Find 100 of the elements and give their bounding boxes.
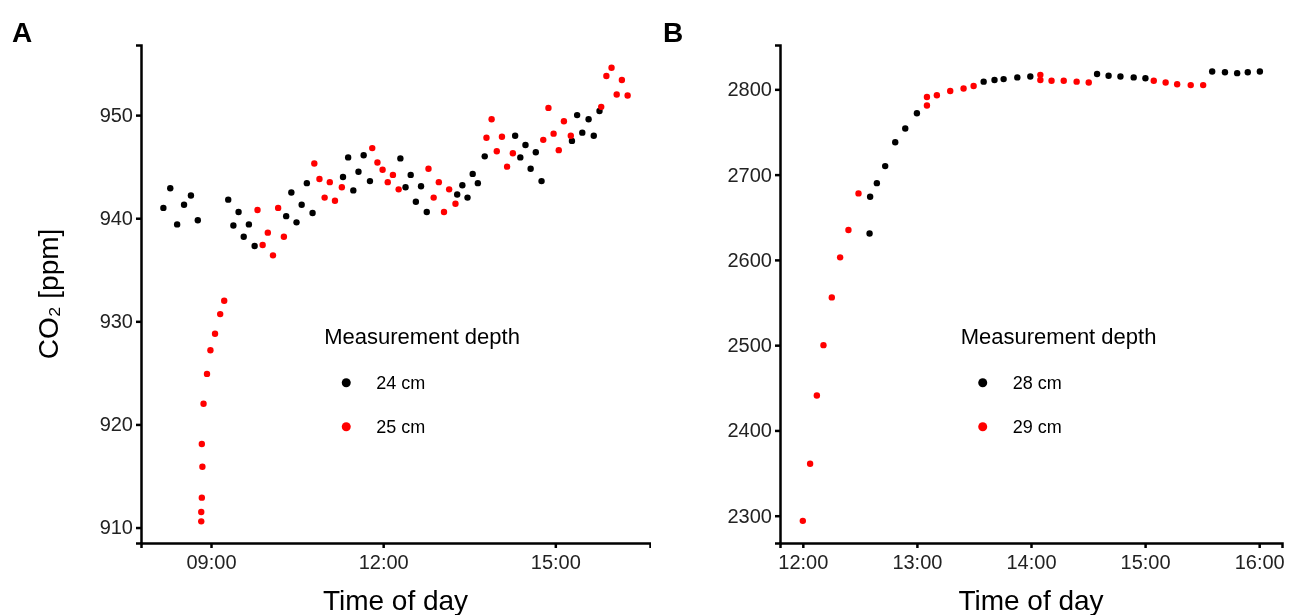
- point: [1187, 81, 1194, 89]
- point: [198, 440, 206, 448]
- point: [395, 186, 402, 193]
- y-tick-label: 920: [99, 413, 133, 436]
- x-tick-label: 09:00: [186, 551, 237, 573]
- point: [221, 297, 228, 304]
- point: [230, 222, 237, 229]
- point: [1244, 69, 1251, 76]
- point: [211, 330, 219, 337]
- point: [511, 132, 519, 139]
- legend-title: Measurement depth: [324, 323, 520, 349]
- point: [251, 242, 258, 250]
- point: [532, 149, 540, 156]
- point: [1085, 79, 1092, 86]
- point: [298, 201, 305, 209]
- point: [991, 76, 998, 84]
- point: [240, 233, 247, 240]
- point: [527, 165, 534, 172]
- point: [198, 494, 206, 501]
- point: [407, 171, 414, 179]
- point: [369, 144, 376, 152]
- point: [923, 102, 931, 109]
- point: [259, 241, 266, 249]
- point: [425, 165, 432, 172]
- point: [503, 163, 511, 170]
- legend-title: Measurement depth: [960, 323, 1157, 349]
- point: [618, 76, 626, 84]
- point: [412, 198, 420, 205]
- point: [311, 160, 318, 167]
- point: [1093, 70, 1101, 78]
- point: [350, 187, 357, 194]
- y-tick-label: 910: [99, 516, 133, 539]
- point: [568, 137, 576, 145]
- point: [806, 460, 814, 467]
- point: [960, 85, 967, 92]
- point: [1027, 73, 1034, 80]
- point: [483, 134, 490, 141]
- point: [1060, 77, 1067, 85]
- point: [360, 152, 367, 159]
- point: [453, 191, 461, 198]
- point: [1048, 77, 1055, 85]
- chart-title: B: [663, 17, 684, 48]
- point: [540, 136, 547, 144]
- point: [913, 110, 921, 117]
- x-axis-title: Time of day: [958, 585, 1104, 615]
- point: [417, 183, 425, 190]
- chart-title: A: [12, 17, 33, 48]
- point: [464, 194, 471, 201]
- point: [598, 103, 605, 111]
- point: [225, 196, 232, 203]
- point: [1173, 81, 1181, 88]
- point: [389, 171, 397, 179]
- point: [1208, 68, 1216, 75]
- point: [573, 111, 581, 119]
- point: [933, 92, 941, 99]
- point: [567, 132, 575, 139]
- y-tick-label: 2800: [727, 78, 772, 101]
- legend-label: 25 cm: [376, 416, 426, 437]
- point: [374, 159, 381, 166]
- point: [836, 254, 844, 261]
- point: [469, 170, 476, 178]
- point: [493, 148, 500, 155]
- point: [873, 179, 881, 187]
- point: [845, 226, 852, 234]
- x-tick-label: 15:00: [1120, 551, 1171, 573]
- point: [813, 392, 821, 399]
- point: [585, 116, 592, 123]
- point: [282, 212, 290, 220]
- x-tick-label: 14:00: [1006, 551, 1057, 573]
- point: [173, 221, 181, 228]
- point: [517, 154, 524, 161]
- point: [1150, 77, 1157, 85]
- y-tick-label: 940: [99, 207, 133, 230]
- point: [216, 310, 224, 318]
- point: [1130, 74, 1137, 81]
- point: [923, 93, 931, 101]
- y-tick-label: 930: [99, 310, 133, 333]
- point: [203, 370, 211, 378]
- point: [264, 229, 272, 236]
- x-tick-label: 15:00: [530, 551, 581, 573]
- y-tick-label: 2500: [727, 334, 772, 357]
- point: [180, 201, 188, 209]
- point: [344, 154, 352, 161]
- point: [402, 184, 409, 191]
- point: [326, 178, 333, 186]
- point: [590, 132, 597, 139]
- point: [550, 130, 557, 137]
- point: [309, 209, 316, 217]
- point: [509, 150, 517, 157]
- point: [560, 118, 568, 125]
- point: [303, 179, 311, 187]
- point: [338, 184, 346, 191]
- point: [947, 87, 954, 95]
- point: [331, 197, 339, 204]
- y-tick-label: 2600: [727, 248, 772, 271]
- point: [970, 82, 977, 90]
- point: [316, 175, 323, 183]
- point: [160, 204, 167, 212]
- x-axis-title: Time of day: [322, 585, 469, 615]
- point: [198, 508, 205, 516]
